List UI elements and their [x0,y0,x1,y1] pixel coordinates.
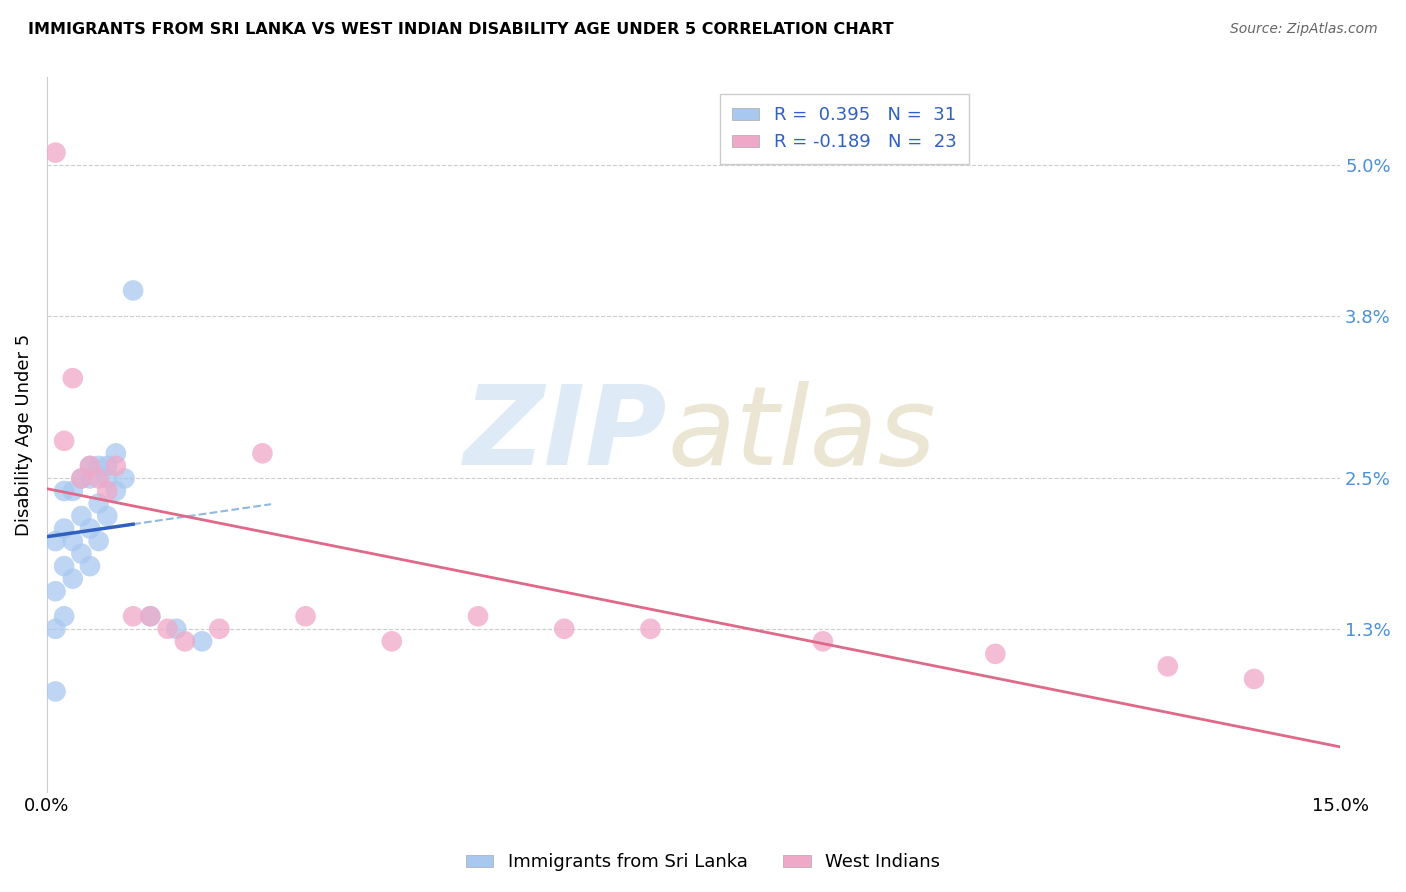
Point [79,559,101,574]
Point [104,458,127,473]
Point [44,534,66,549]
Point [173,634,195,648]
Point [79,471,101,485]
Point [294,609,316,624]
Point [44,145,66,160]
Point [62,483,84,498]
Point [165,622,187,636]
Text: ZIP: ZIP [464,381,668,488]
Text: Source: ZipAtlas.com: Source: ZipAtlas.com [1230,22,1378,37]
Point [62,534,84,549]
Point [44,584,66,599]
Point [1157,659,1180,673]
Point [44,684,66,698]
Point [70,471,93,485]
Point [53,483,76,498]
Point [139,609,162,624]
Text: IMMIGRANTS FROM SRI LANKA VS WEST INDIAN DISABILITY AGE UNDER 5 CORRELATION CHAR: IMMIGRANTS FROM SRI LANKA VS WEST INDIAN… [28,22,894,37]
Point [191,634,214,648]
Point [79,522,101,536]
Point [96,471,118,485]
Point [104,483,127,498]
Point [114,471,136,485]
Point [53,522,76,536]
Point [122,609,145,624]
Point [70,547,93,561]
Point [53,434,76,448]
Point [62,371,84,385]
Point [156,622,179,636]
Point [467,609,489,624]
Legend: Immigrants from Sri Lanka, West Indians: Immigrants from Sri Lanka, West Indians [458,847,948,879]
Point [87,534,110,549]
Point [122,284,145,298]
Point [53,559,76,574]
Point [381,634,404,648]
Point [811,634,834,648]
Point [252,446,274,460]
Point [984,647,1007,661]
Point [208,622,231,636]
Point [62,572,84,586]
Point [87,471,110,485]
Y-axis label: Disability Age Under 5: Disability Age Under 5 [15,334,32,536]
Point [96,458,118,473]
Point [96,508,118,523]
Point [1243,672,1265,686]
Point [79,458,101,473]
Point [87,496,110,510]
Point [104,446,127,460]
Point [87,458,110,473]
Point [79,458,101,473]
Point [553,622,575,636]
Point [640,622,662,636]
Point [96,483,118,498]
Point [44,622,66,636]
Point [70,508,93,523]
Legend: R =  0.395   N =  31, R = -0.189   N =  23: R = 0.395 N = 31, R = -0.189 N = 23 [720,94,969,164]
Text: atlas: atlas [668,381,936,488]
Point [53,609,76,624]
Point [70,471,93,485]
Point [139,609,162,624]
